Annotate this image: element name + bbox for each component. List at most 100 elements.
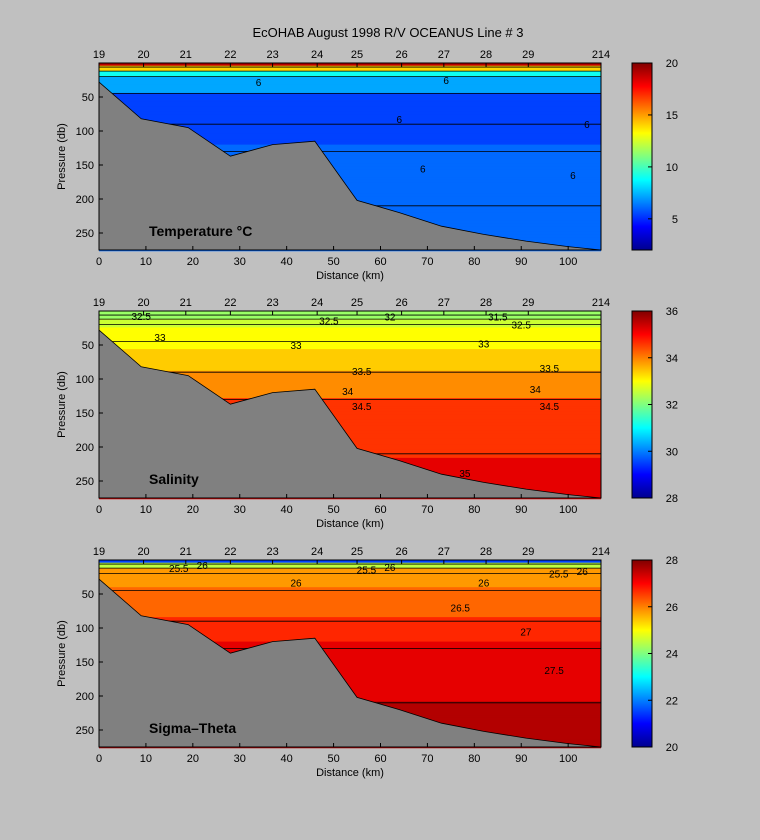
y-tick-label: 250	[76, 228, 94, 240]
field-band	[99, 565, 601, 569]
contour-label: 34.5	[352, 402, 372, 413]
field-band	[99, 682, 601, 686]
field-band	[99, 131, 601, 135]
field-band	[99, 668, 601, 673]
colorbar: 5 10 15 20	[631, 58, 678, 251]
field-band	[99, 177, 601, 181]
field-band	[99, 73, 601, 78]
field-band	[99, 136, 601, 140]
field-band	[99, 576, 601, 580]
station-label: 29	[522, 49, 534, 61]
x-tick-label: 40	[281, 256, 293, 268]
field-band	[99, 340, 601, 345]
field-band	[99, 95, 601, 99]
field-band	[99, 625, 601, 629]
y-axis-label: Pressure (db)	[56, 620, 68, 687]
field-band	[99, 76, 601, 80]
colorbar-tick-label: 22	[666, 695, 678, 707]
station-label: 22	[224, 546, 236, 558]
panel-1: 6 6 6 6 6 6 50 100 150 200 250 0 10 20 30 40 50 60 70 80 90 1…	[56, 49, 678, 282]
colorbar-tick-label: 28	[666, 555, 678, 567]
station-label: 21	[180, 49, 192, 61]
field-band	[99, 343, 601, 347]
contour-label: 26	[384, 563, 396, 574]
field-band	[99, 633, 601, 637]
contour-label: 33.5	[540, 364, 560, 375]
contour-label: 6	[443, 76, 449, 87]
station-label: 21	[180, 297, 192, 309]
contour-label: 31.5	[488, 312, 508, 323]
x-axis-label: Distance (km)	[316, 518, 384, 530]
colorbar-tick-label: 32	[666, 400, 678, 412]
field-band	[99, 379, 601, 383]
y-tick-label: 150	[76, 657, 94, 669]
field-band	[99, 120, 601, 124]
field-band	[99, 403, 601, 407]
field-band	[99, 101, 601, 105]
contour-label: 27	[520, 627, 532, 638]
field-band	[99, 630, 601, 635]
field-band	[99, 608, 601, 613]
colorbar-tick-label: 10	[666, 162, 678, 174]
station-label: 24	[311, 49, 323, 61]
x-tick-label: 0	[96, 256, 102, 268]
axes-box	[98, 310, 602, 499]
field-band	[99, 422, 601, 426]
station-label: 214	[592, 49, 610, 61]
field-band	[99, 349, 601, 353]
contour-label: 32	[384, 312, 396, 323]
field-band	[99, 425, 601, 429]
contour-label: 27.5	[544, 666, 564, 677]
field-band	[99, 155, 601, 159]
y-tick-label: 100	[76, 623, 94, 635]
field-band	[99, 408, 601, 413]
x-tick-label: 70	[421, 504, 433, 516]
field-band	[99, 603, 601, 607]
seabed	[98, 578, 602, 748]
field-band	[99, 387, 601, 391]
y-tick-label: 200	[76, 691, 94, 703]
field-band	[99, 638, 601, 643]
field-band	[99, 628, 601, 632]
colorbar-tick-label: 20	[666, 58, 678, 70]
station-label: 20	[137, 546, 149, 558]
colorbar-tick-label: 28	[666, 493, 678, 505]
x-tick-label: 0	[96, 504, 102, 516]
field-band	[99, 79, 601, 83]
field-band	[99, 595, 601, 599]
panel-label: Temperature °C	[149, 223, 252, 239]
field-band	[99, 611, 601, 615]
field-band	[99, 163, 601, 167]
field-band	[99, 587, 601, 591]
field-band	[99, 354, 601, 358]
field-band	[99, 351, 601, 356]
field-band	[99, 125, 601, 129]
station-label: 25	[351, 297, 363, 309]
station-label: 27	[438, 546, 450, 558]
field-band	[99, 584, 601, 588]
x-tick-label: 10	[140, 753, 152, 765]
x-tick-label: 10	[140, 504, 152, 516]
field-band	[99, 330, 601, 334]
field-band	[99, 338, 601, 342]
field-band	[99, 332, 601, 337]
field-band	[99, 359, 601, 364]
y-tick-label: 100	[76, 374, 94, 386]
colorbar-tick-label: 24	[666, 649, 678, 661]
field-band	[99, 430, 601, 434]
field-band	[99, 139, 601, 143]
field-band	[99, 311, 601, 315]
field-band	[99, 573, 601, 577]
field-band	[99, 570, 601, 575]
field-band	[99, 395, 601, 399]
field-band	[99, 436, 601, 440]
panel-label: Salinity	[149, 471, 199, 487]
x-tick-label: 100	[559, 504, 577, 516]
field-band	[99, 411, 601, 415]
field-band	[99, 324, 601, 328]
x-tick-label: 40	[281, 753, 293, 765]
field-band	[99, 652, 601, 656]
field-band	[99, 598, 601, 602]
